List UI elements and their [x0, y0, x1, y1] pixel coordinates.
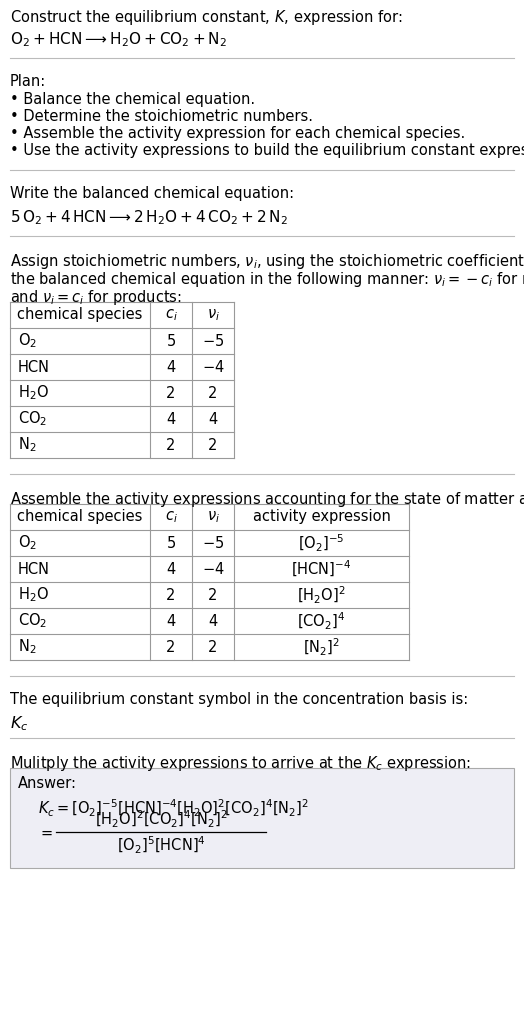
Text: $[\mathrm{H_2O}]^{2} [\mathrm{CO_2}]^{4} [\mathrm{N_2}]^{2}$: $[\mathrm{H_2O}]^{2} [\mathrm{CO_2}]^{4}…	[95, 808, 227, 830]
Bar	[10, 504, 409, 660]
Text: 2: 2	[166, 438, 176, 452]
Text: $[\mathrm{CO_2}]^{4}$: $[\mathrm{CO_2}]^{4}$	[297, 611, 346, 631]
Text: $[\mathrm{N_2}]^{2}$: $[\mathrm{N_2}]^{2}$	[303, 636, 340, 658]
Text: $[\mathrm{HCN}]^{-4}$: $[\mathrm{HCN}]^{-4}$	[291, 559, 352, 579]
Text: The equilibrium constant symbol in the concentration basis is:: The equilibrium constant symbol in the c…	[10, 692, 468, 707]
Text: chemical species: chemical species	[17, 509, 143, 525]
Text: Answer:: Answer:	[18, 776, 77, 791]
Text: Assign stoichiometric numbers, $\nu_i$, using the stoichiometric coefficients, $: Assign stoichiometric numbers, $\nu_i$, …	[10, 252, 524, 271]
Text: $[\mathrm{O_2}]^{5} [\mathrm{HCN}]^{4}$: $[\mathrm{O_2}]^{5} [\mathrm{HCN}]^{4}$	[117, 835, 205, 855]
Text: • Use the activity expressions to build the equilibrium constant expression.: • Use the activity expressions to build …	[10, 143, 524, 158]
Text: $=$: $=$	[38, 825, 53, 840]
Text: $-5$: $-5$	[202, 535, 224, 551]
Text: $\mathrm{CO_2}$: $\mathrm{CO_2}$	[18, 409, 47, 429]
Text: the balanced chemical equation in the following manner: $\nu_i = -c_i$ for react: the balanced chemical equation in the fo…	[10, 270, 524, 290]
Text: 4: 4	[209, 411, 217, 427]
Text: Mulitply the activity expressions to arrive at the $K_c$ expression:: Mulitply the activity expressions to arr…	[10, 754, 471, 773]
Text: HCN: HCN	[18, 562, 50, 577]
Text: $-4$: $-4$	[202, 359, 224, 375]
Text: • Assemble the activity expression for each chemical species.: • Assemble the activity expression for e…	[10, 126, 465, 141]
Text: 4: 4	[209, 614, 217, 628]
Text: $\mathrm{O_2}$: $\mathrm{O_2}$	[18, 534, 37, 552]
Text: $\mathrm{5\,O_2 + 4\,HCN \longrightarrow 2\,H_2O + 4\,CO_2 + 2\,N_2}$: $\mathrm{5\,O_2 + 4\,HCN \longrightarrow…	[10, 208, 288, 227]
Text: 5: 5	[167, 535, 176, 550]
Text: $\mathrm{H_2O}$: $\mathrm{H_2O}$	[18, 585, 49, 605]
Text: $c_i$: $c_i$	[165, 509, 178, 525]
Text: $-4$: $-4$	[202, 561, 224, 577]
Text: $-5$: $-5$	[202, 333, 224, 349]
Text: 2: 2	[209, 587, 217, 603]
Text: $\mathrm{N_2}$: $\mathrm{N_2}$	[18, 436, 37, 454]
Bar	[10, 302, 234, 458]
Text: $\mathrm{N_2}$: $\mathrm{N_2}$	[18, 637, 37, 657]
Text: $K_c$: $K_c$	[10, 714, 28, 732]
Text: 2: 2	[209, 438, 217, 452]
Text: 2: 2	[166, 386, 176, 400]
Text: and $\nu_i = c_i$ for products:: and $\nu_i = c_i$ for products:	[10, 288, 182, 307]
Text: 4: 4	[167, 562, 176, 577]
Text: 4: 4	[167, 411, 176, 427]
Text: 5: 5	[167, 333, 176, 349]
Text: $\nu_i$: $\nu_i$	[206, 509, 220, 525]
FancyBboxPatch shape	[10, 768, 514, 868]
Text: $\mathrm{H_2O}$: $\mathrm{H_2O}$	[18, 384, 49, 402]
Text: chemical species: chemical species	[17, 308, 143, 322]
Text: • Determine the stoichiometric numbers.: • Determine the stoichiometric numbers.	[10, 109, 313, 124]
Text: 4: 4	[167, 359, 176, 374]
Text: Construct the equilibrium constant, $K$, expression for:: Construct the equilibrium constant, $K$,…	[10, 8, 402, 27]
Text: HCN: HCN	[18, 359, 50, 374]
Text: $\mathrm{CO_2}$: $\mathrm{CO_2}$	[18, 612, 47, 630]
Text: $[\mathrm{H_2O}]^{2}$: $[\mathrm{H_2O}]^{2}$	[297, 584, 346, 606]
Text: Write the balanced chemical equation:: Write the balanced chemical equation:	[10, 186, 294, 201]
Text: $K_c = [\mathrm{O_2}]^{-5} [\mathrm{HCN}]^{-4} [\mathrm{H_2O}]^{2} [\mathrm{CO_2: $K_c = [\mathrm{O_2}]^{-5} [\mathrm{HCN}…	[38, 798, 309, 819]
Text: Plan:: Plan:	[10, 74, 46, 89]
Text: 2: 2	[209, 639, 217, 655]
Text: Assemble the activity expressions accounting for the state of matter and $\nu_i$: Assemble the activity expressions accoun…	[10, 490, 524, 509]
Text: $\nu_i$: $\nu_i$	[206, 307, 220, 323]
Text: 2: 2	[166, 587, 176, 603]
Text: $\mathrm{O_2}$: $\mathrm{O_2}$	[18, 331, 37, 350]
Text: 4: 4	[167, 614, 176, 628]
Text: activity expression: activity expression	[253, 509, 390, 525]
Text: $\mathrm{O_2 + HCN \longrightarrow H_2O + CO_2 + N_2}$: $\mathrm{O_2 + HCN \longrightarrow H_2O …	[10, 30, 227, 49]
Text: $c_i$: $c_i$	[165, 307, 178, 323]
Text: 2: 2	[166, 639, 176, 655]
Text: • Balance the chemical equation.: • Balance the chemical equation.	[10, 92, 255, 107]
Text: 2: 2	[209, 386, 217, 400]
Text: $[\mathrm{O_2}]^{-5}$: $[\mathrm{O_2}]^{-5}$	[298, 532, 345, 553]
